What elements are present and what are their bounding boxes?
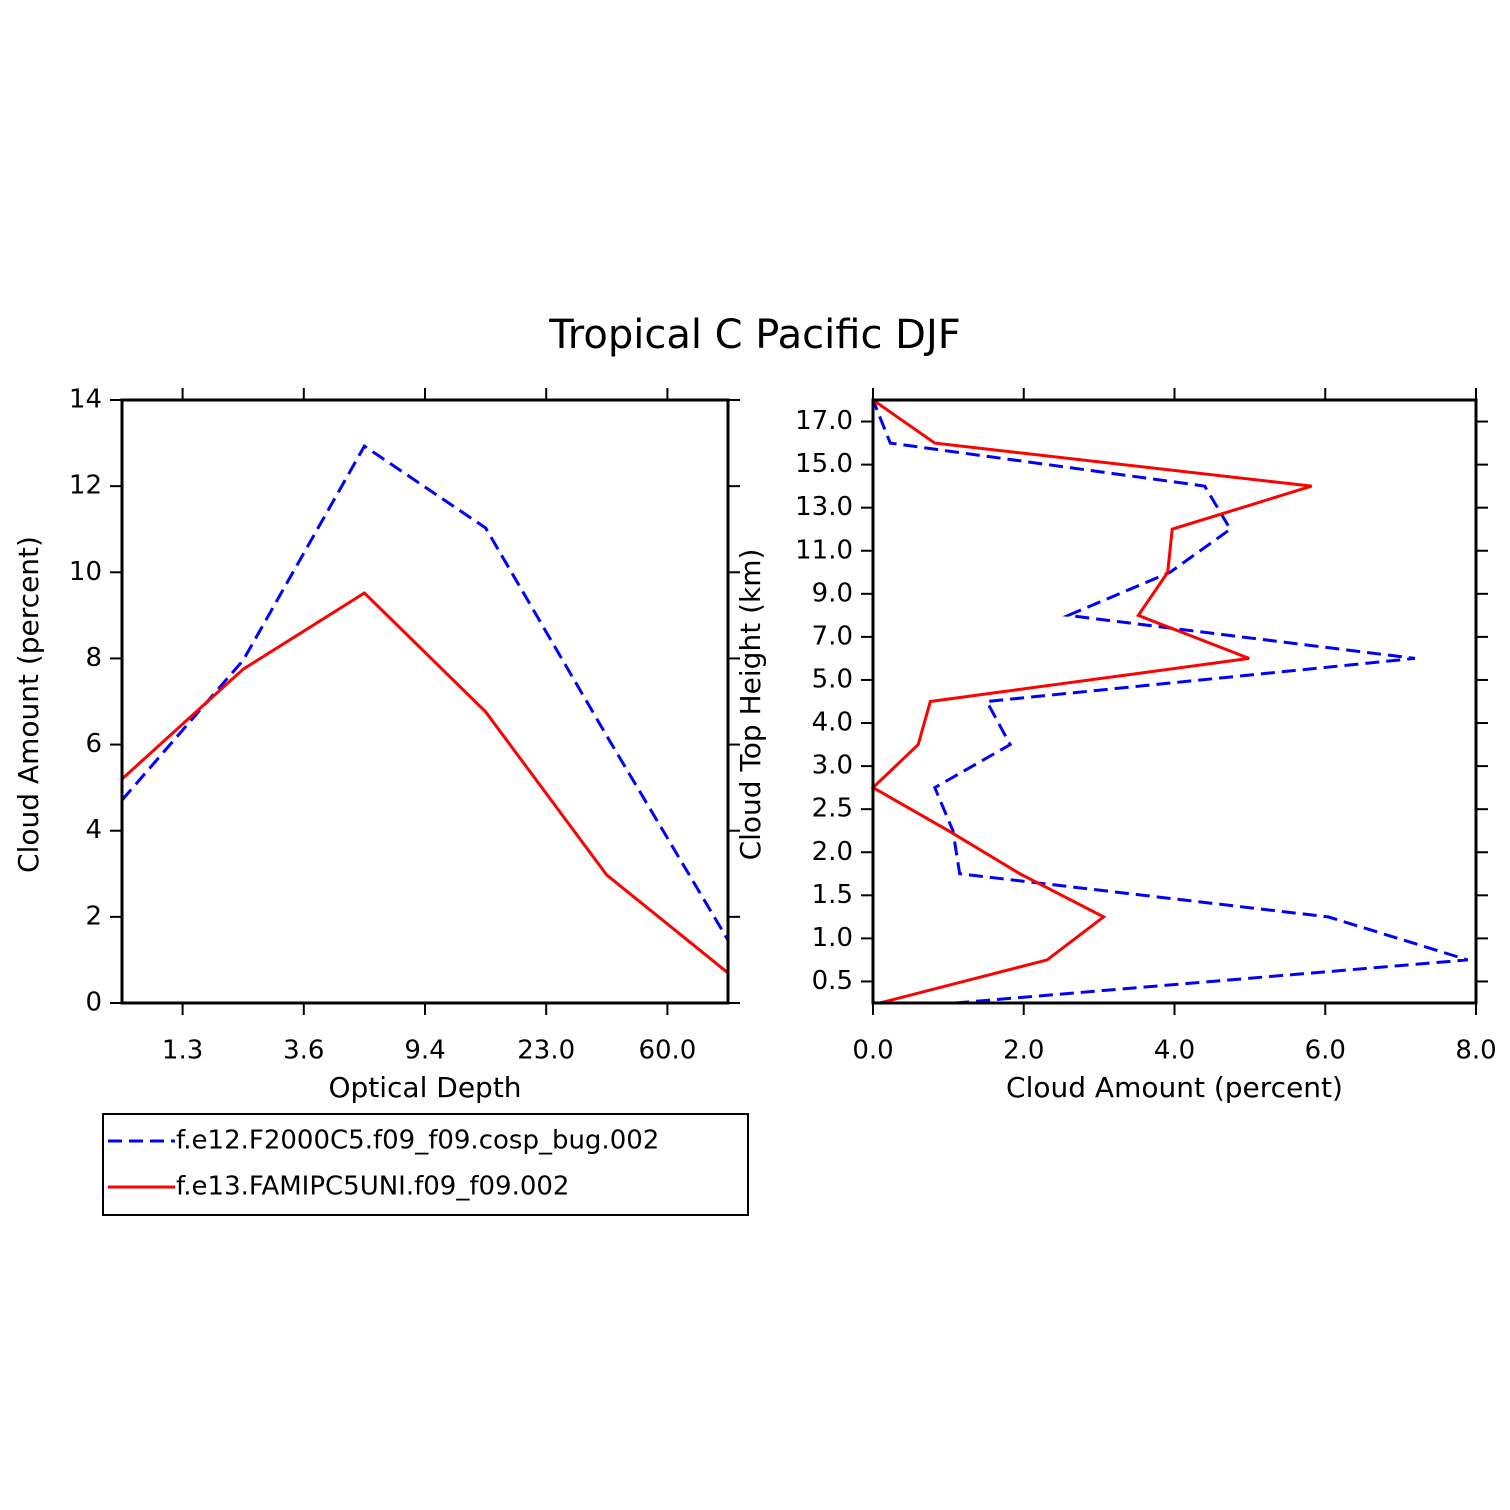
x-tick-label: 9.4 <box>404 1036 445 1066</box>
plot-frame <box>120 398 730 1005</box>
y-tick-label: 13.0 <box>795 492 853 522</box>
y-tick-label: 4 <box>85 815 102 845</box>
x-tick-label: 3.6 <box>283 1036 324 1066</box>
series-line <box>871 399 1469 1005</box>
y-tick-label: 14 <box>69 385 102 415</box>
x-tick-label: 8.0 <box>1455 1036 1496 1066</box>
y-tick-label: 5.0 <box>812 664 853 694</box>
x-tick-label: 4.0 <box>1154 1036 1195 1066</box>
legend-box <box>102 1113 749 1216</box>
x-tick-label: 1.3 <box>162 1036 203 1066</box>
y-tick-label: 1.5 <box>812 880 853 910</box>
series-line <box>120 591 729 975</box>
y-tick-label: 10 <box>69 557 102 587</box>
y-axis-title: Cloud Top Height (km) <box>734 549 767 861</box>
title: Tropical C Pacific DJF <box>548 312 961 358</box>
plot-frame <box>871 398 1478 1005</box>
series-line <box>870 398 1313 1005</box>
x-tick-label: 2.0 <box>1003 1036 1044 1066</box>
x-tick-label: 60.0 <box>638 1036 696 1066</box>
y-tick-label: 4.0 <box>812 708 853 738</box>
y-tick-label: 15.0 <box>795 449 853 479</box>
x-tick-label: 6.0 <box>1305 1036 1346 1066</box>
y-tick-label: 6 <box>85 729 102 759</box>
x-tick-label: 0.0 <box>852 1036 893 1066</box>
y-tick-label: 17.0 <box>795 406 853 436</box>
y-tick-label: 9.0 <box>812 578 853 608</box>
y-tick-label: 1.0 <box>812 923 853 953</box>
y-tick-label: 2.5 <box>812 794 853 824</box>
y-tick-label: 3.0 <box>812 751 853 781</box>
legend-label: f.e13.FAMIPC5UNI.f09_f09.002 <box>176 1172 569 1202</box>
y-axis-title: Cloud Amount (percent) <box>12 536 45 873</box>
x-tick-label: 23.0 <box>517 1036 575 1066</box>
series-line <box>120 443 730 941</box>
x-axis-title: Cloud Amount (percent) <box>1006 1071 1343 1104</box>
y-tick-label: 7.0 <box>812 621 853 651</box>
y-tick-label: 8 <box>85 643 102 673</box>
legend-label: f.e12.F2000C5.f09_f09.cosp_bug.002 <box>176 1126 659 1156</box>
y-tick-label: 2 <box>85 901 102 931</box>
y-tick-label: 0.5 <box>812 966 853 996</box>
x-axis-title: Optical Depth <box>328 1071 521 1104</box>
y-tick-label: 12 <box>69 471 102 501</box>
y-tick-label: 2.0 <box>812 837 853 867</box>
y-tick-label: 0 <box>85 988 102 1018</box>
y-tick-label: 11.0 <box>795 535 853 565</box>
